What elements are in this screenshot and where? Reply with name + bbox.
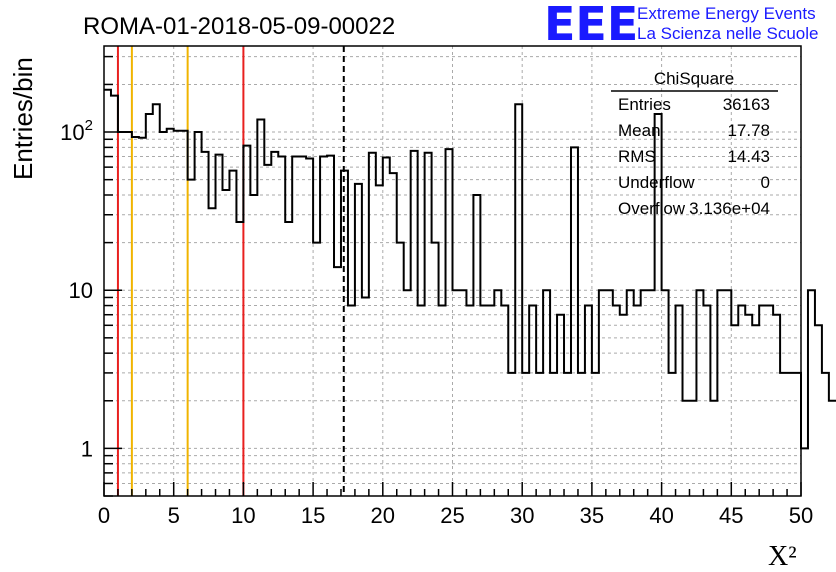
stats-label: Overflow — [618, 199, 686, 218]
x-tick-label: 45 — [719, 503, 743, 528]
stats-value: 36163 — [723, 95, 770, 114]
x-tick-label: 50 — [789, 503, 813, 528]
stats-value: 17.78 — [727, 121, 770, 140]
stats-label: Underflow — [618, 173, 695, 192]
eee-logo: EEE Extreme Energy Events La Scienza nel… — [544, 0, 818, 51]
histogram-series — [104, 88, 836, 450]
x-tick-label: 25 — [440, 503, 464, 528]
y-tick-label: 102 — [60, 117, 93, 145]
x-tick-label: 30 — [510, 503, 534, 528]
x-tick-label: 15 — [301, 503, 325, 528]
x-tick-label: 0 — [98, 503, 110, 528]
x-axis-label: X² — [768, 541, 797, 572]
x-tick-label: 35 — [580, 503, 604, 528]
x-tick-label: 40 — [649, 503, 673, 528]
stats-value: 0 — [761, 173, 770, 192]
stats-title: ChiSquare — [654, 69, 734, 88]
stats-value: 3.136e+04 — [689, 199, 770, 218]
stats-label: Entries — [618, 95, 671, 114]
stats-label: RMS — [618, 147, 656, 166]
y-axis-label: Entries/bin — [8, 57, 38, 180]
x-tick-label: 5 — [168, 503, 180, 528]
stats-box: ChiSquare Entries 36163 Mean 17.78 RMS 14.43 U… — [611, 69, 778, 218]
x-tick-label: 10 — [231, 503, 255, 528]
y-tick-label: 10 — [69, 278, 93, 303]
stats-value: 14.43 — [727, 147, 770, 166]
y-tick-label: 1 — [81, 436, 93, 461]
logo-line-2: La Scienza nelle Scuole — [637, 24, 818, 43]
run-title: ROMA-01-2018-05-09-00022 — [83, 13, 395, 40]
logo-eee: EEE — [544, 0, 638, 51]
x-tick-label: 20 — [371, 503, 395, 528]
logo-line-1: Extreme Energy Events — [637, 4, 816, 23]
stats-label: Mean — [618, 121, 661, 140]
axes: 0 5 10 15 20 25 30 35 40 45 50 1 10 102 — [60, 55, 813, 528]
